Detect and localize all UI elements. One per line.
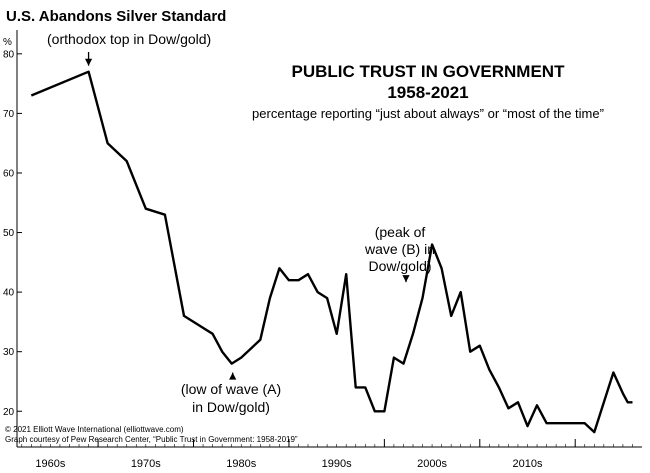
annotation-peak-wave-b-line1: (peak of (374, 224, 426, 240)
annotation-arrows (84, 52, 410, 380)
x-tick-label: 1960s (35, 458, 65, 470)
low-wave-a-arrow-icon (229, 372, 237, 380)
series-line (30, 70, 633, 434)
source-credit: Graph courtesy of Pew Research Center, “… (5, 435, 298, 444)
annotation-low-wave-a-line1: (low of wave (A) (180, 381, 282, 397)
x-tick-label: 1990s (322, 458, 352, 470)
annotation-silver-standard: U.S. Abandons Silver Standard (6, 8, 227, 25)
peak-wave-b-arrow-icon (402, 275, 410, 283)
y-tick-label: 70 (3, 109, 15, 120)
y-tick-label: 40 (3, 288, 15, 299)
x-tick-label: 2010s (513, 458, 543, 470)
y-axis-label: % (3, 37, 12, 48)
y-ticks: 20 30 40 50 60 70 80 (3, 49, 22, 418)
chart-subtitle: percentage reporting “just about always”… (252, 106, 604, 121)
annotation-peak-wave-b-line3: Dow/gold) (368, 258, 432, 274)
y-tick-label: 20 (3, 407, 15, 418)
annotation-peak-wave-b: (peak of wave (B) in Dow/gold) (355, 224, 445, 275)
annotation-low-wave-a: (low of wave (A) in Dow/gold) (166, 380, 296, 416)
y-tick-label: 80 (3, 49, 15, 60)
orthodox-top-arrow-icon (84, 52, 93, 66)
annotation-low-wave-a-line2: in Dow/gold) (192, 399, 270, 415)
y-tick-label: 30 (3, 347, 15, 358)
axes (16, 30, 642, 448)
chart-title-years: 1958-2021 (387, 83, 469, 102)
annotation-peak-wave-b-line2: wave (B) in (364, 241, 436, 257)
x-tick-label: 1970s (131, 458, 161, 470)
x-tick-label: 1980s (226, 458, 256, 470)
y-tick-label: 60 (3, 168, 15, 179)
x-ticks: 1960s 1970s 1980s 1990s 2000s 2010s (21, 439, 633, 470)
chart-title: PUBLIC TRUST IN GOVERNMENT (291, 62, 565, 81)
x-tick-label: 2000s (417, 458, 447, 470)
copyright-credit: © 2021 Elliott Wave International (ellio… (5, 425, 184, 434)
annotation-orthodox-top: (orthodox top in Dow/gold) (47, 31, 212, 47)
y-tick-label: 50 (3, 228, 15, 239)
